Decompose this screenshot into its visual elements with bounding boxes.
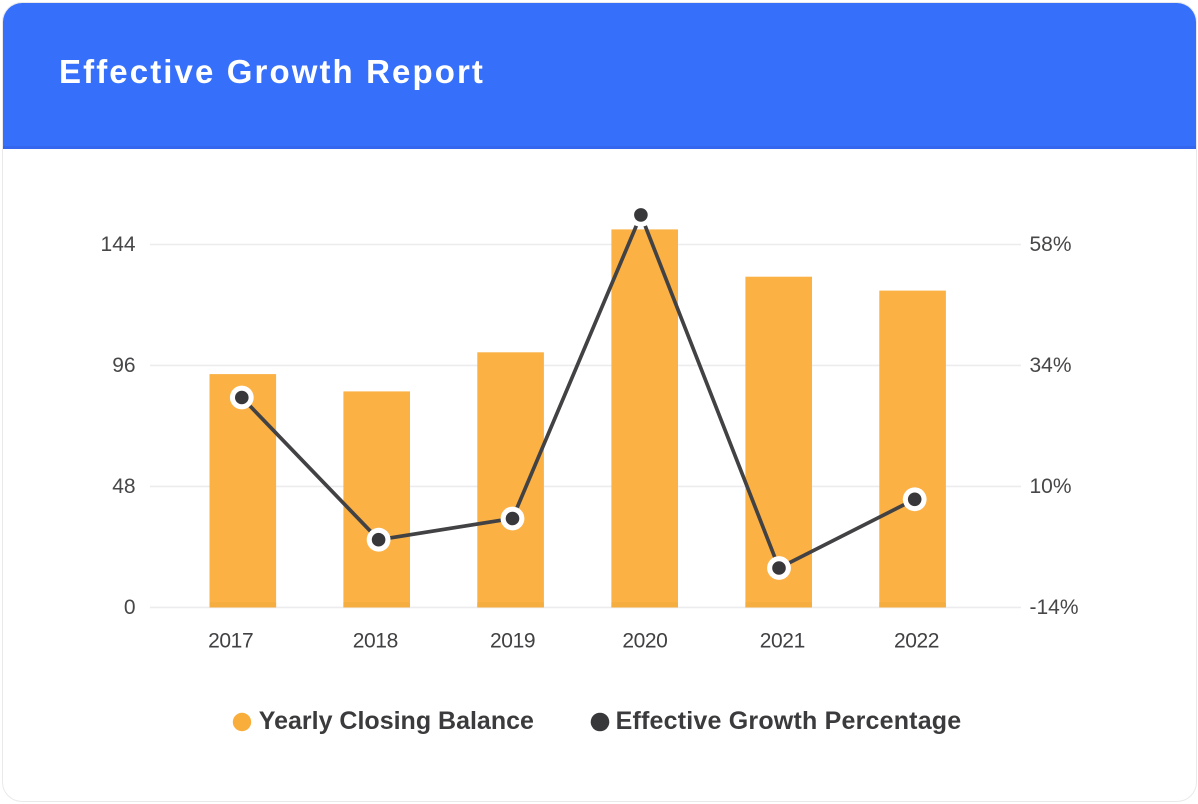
svg-text:2021: 2021 (760, 630, 805, 653)
svg-text:2022: 2022 (894, 630, 939, 653)
svg-text:-14%: -14% (1030, 596, 1079, 619)
svg-text:48: 48 (112, 475, 135, 498)
svg-text:144: 144 (101, 233, 136, 256)
svg-text:0: 0 (124, 596, 136, 619)
svg-text:2017: 2017 (208, 630, 253, 653)
svg-text:Yearly Closing Balance: Yearly Closing Balance (259, 707, 534, 735)
svg-text:2020: 2020 (622, 630, 667, 653)
svg-text:2018: 2018 (353, 630, 398, 653)
svg-text:10%: 10% (1030, 475, 1072, 498)
svg-text:96: 96 (112, 354, 135, 377)
svg-text:58%: 58% (1030, 233, 1072, 256)
svg-text:34%: 34% (1030, 354, 1072, 377)
svg-text:Effective Growth Percentage: Effective Growth Percentage (616, 707, 962, 735)
svg-text:2019: 2019 (490, 630, 535, 653)
